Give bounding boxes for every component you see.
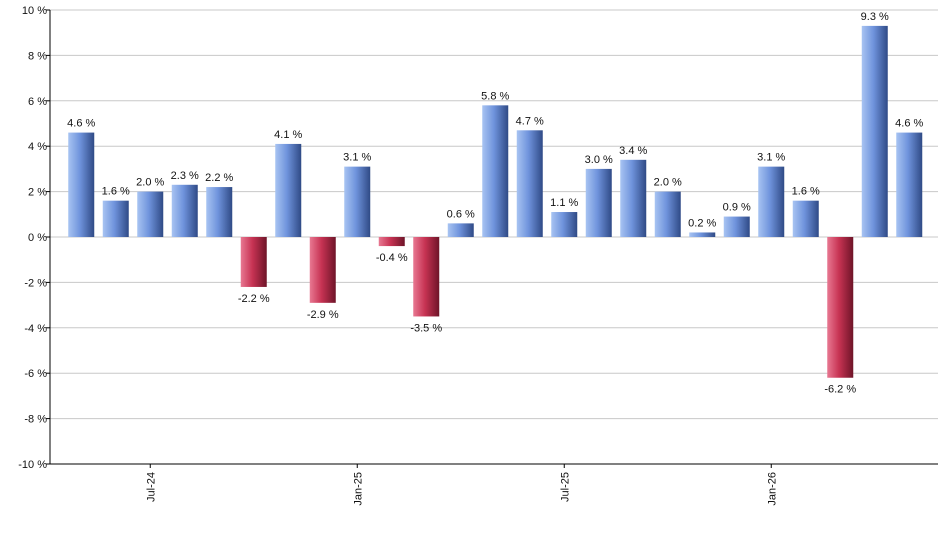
data-label: 3.1 % (757, 152, 785, 164)
data-label: 5.8 % (481, 90, 509, 102)
data-label: 4.6 % (895, 118, 923, 130)
data-label: 1.6 % (102, 186, 130, 198)
x-axis-ticks: Jul-24 Jan-25 Jul-25 Jan-26 (145, 464, 778, 506)
bar (378, 237, 405, 247)
bar (516, 130, 543, 237)
data-labels: 4.6 % 1.6 % 2.0 % 2.3 % 2.2 % -2.2 % 4.1 % -2.9… (67, 11, 923, 396)
data-label: -3.5 % (410, 322, 442, 334)
data-label: 1.6 % (792, 186, 820, 198)
bar (792, 200, 819, 237)
data-label: 3.4 % (619, 145, 647, 157)
bar (240, 237, 267, 287)
data-label: -6.2 % (824, 384, 856, 396)
data-label: 3.1 % (343, 152, 371, 164)
y-tick-label: -10 % (18, 459, 47, 471)
data-label: 2.0 % (136, 177, 164, 189)
y-tick-label: 10 % (22, 5, 47, 17)
data-label: 3.0 % (585, 154, 613, 166)
bar (206, 187, 233, 237)
bar (413, 237, 440, 317)
x-tick-label: Jan-26 (766, 472, 778, 506)
bar (102, 200, 129, 237)
data-label: 4.6 % (67, 118, 95, 130)
bar (758, 166, 785, 237)
data-label: -0.4 % (376, 252, 408, 264)
axes (49, 10, 938, 465)
y-tick-label: 8 % (28, 50, 47, 62)
data-label: 0.6 % (447, 208, 475, 220)
data-label: 4.1 % (274, 129, 302, 141)
bar (723, 216, 750, 237)
y-tick-label: 4 % (28, 141, 47, 153)
bar (68, 132, 95, 237)
data-label: 2.2 % (205, 172, 233, 184)
bar (551, 212, 578, 237)
x-tick-label: Jul-24 (145, 472, 157, 502)
data-label: 2.0 % (654, 177, 682, 189)
bar (275, 143, 302, 237)
bars (68, 25, 923, 378)
bar (689, 232, 716, 237)
data-label: 1.1 % (550, 197, 578, 209)
y-tick-label: -6 % (24, 368, 47, 380)
x-tick-label: Jan-25 (352, 472, 364, 506)
bar (585, 168, 612, 237)
data-label: 2.3 % (171, 170, 199, 182)
data-label: 9.3 % (861, 11, 889, 23)
data-label: -2.9 % (307, 309, 339, 321)
data-label: -2.2 % (238, 293, 270, 305)
bar (620, 159, 647, 237)
y-axis-ticks: 10 % 8 % 6 % 4 % 2 % 0 % -2 % -4 % -6 % -8 % -10 % (18, 5, 50, 471)
data-label: 0.9 % (723, 202, 751, 214)
bar (827, 237, 854, 378)
bar (654, 191, 681, 237)
y-tick-label: -2 % (24, 277, 47, 289)
y-tick-label: -4 % (24, 323, 47, 335)
bar (861, 25, 888, 237)
bar (309, 237, 336, 303)
bar (344, 166, 371, 237)
y-tick-label: 0 % (28, 232, 47, 244)
bar (896, 132, 923, 237)
bar (171, 184, 198, 237)
y-tick-label: 6 % (28, 96, 47, 108)
bar (447, 223, 474, 237)
data-label: 0.2 % (688, 217, 716, 229)
x-tick-label: Jul-25 (559, 472, 571, 502)
bar (482, 105, 509, 237)
y-tick-label: -8 % (24, 414, 47, 426)
bar (137, 191, 164, 237)
data-label: 4.7 % (516, 115, 544, 127)
y-tick-label: 2 % (28, 187, 47, 199)
